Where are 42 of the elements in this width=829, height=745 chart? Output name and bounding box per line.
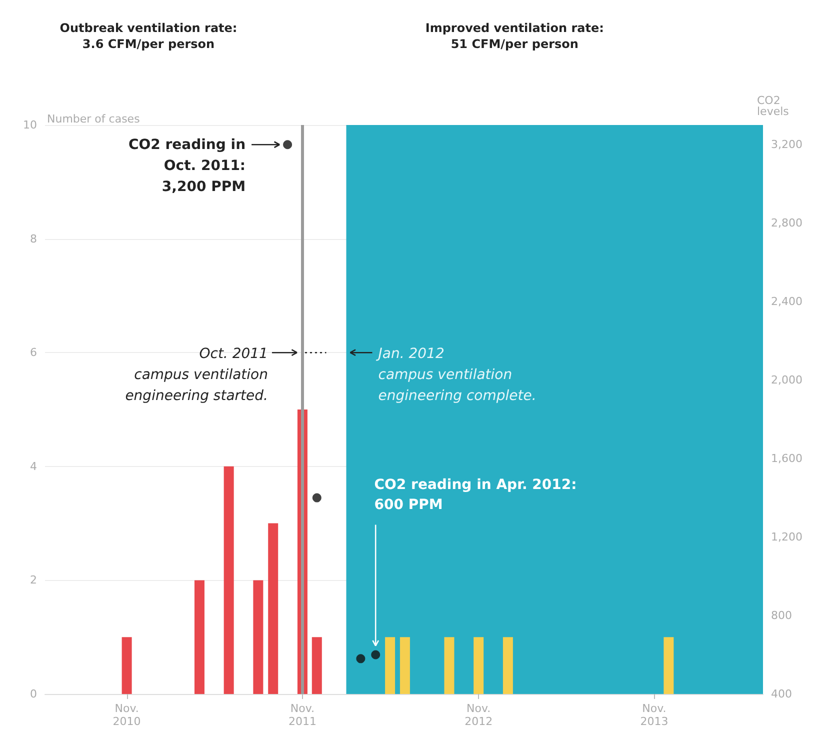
bar [502,637,513,694]
x-tick-label: Nov. 2013 [640,702,668,728]
y-axis-title: Number of cases [47,112,140,126]
point [283,140,292,150]
x-tick-label: Nov. 2012 [464,702,493,728]
y-tick-label: 6 [30,346,37,360]
point [312,493,322,502]
annotation: CO2 reading in Oct. 2011: 3,200 PPM [128,137,246,196]
point [371,650,380,660]
text: Outbreak ventilation rate: 3.6 CFM/per person [60,21,238,51]
y-tick-label: 4 [30,460,37,473]
bar [268,523,278,694]
y2-axis-title: CO2 levels [757,94,790,118]
bar [385,637,396,694]
y2-tick-label: 400 [771,688,792,700]
y-tick-label: 0 [30,688,37,700]
y2-tick-label: 2,800 [771,216,802,230]
point [356,654,366,664]
x-tick-label: Nov. 2010 [112,702,141,728]
ref-line-label: Oct. 2011 campus ventilation engineering started. [125,346,268,404]
y2-tick-label: 2,000 [771,374,802,387]
y-tick-label: 8 [30,232,37,246]
y-tick-label: 10 [23,118,37,132]
x-tick-label: Nov. 2011 [288,702,316,728]
band-label: Jan. 2012 campus ventilation engineering complete. [375,346,536,404]
bar [224,466,234,694]
y2-tick-label: 1,600 [771,452,802,466]
bar [400,637,410,694]
y2-tick-label: 1,200 [771,530,802,544]
bar [122,637,132,694]
text: Improved ventilation rate: 51 CFM/per person [425,21,604,51]
y2-tick-label: 3,200 [771,138,802,152]
bar [474,637,484,694]
y-tick-label: 2 [30,574,37,587]
y2-tick-label: 2,400 [771,295,802,308]
bar [194,580,204,694]
bar [312,637,322,694]
annotation: CO2 reading in Apr. 2012: 600 PPM [374,476,577,513]
bar [664,637,674,694]
bar [444,637,454,694]
bar [253,580,264,694]
y2-tick-label: 800 [771,609,792,622]
